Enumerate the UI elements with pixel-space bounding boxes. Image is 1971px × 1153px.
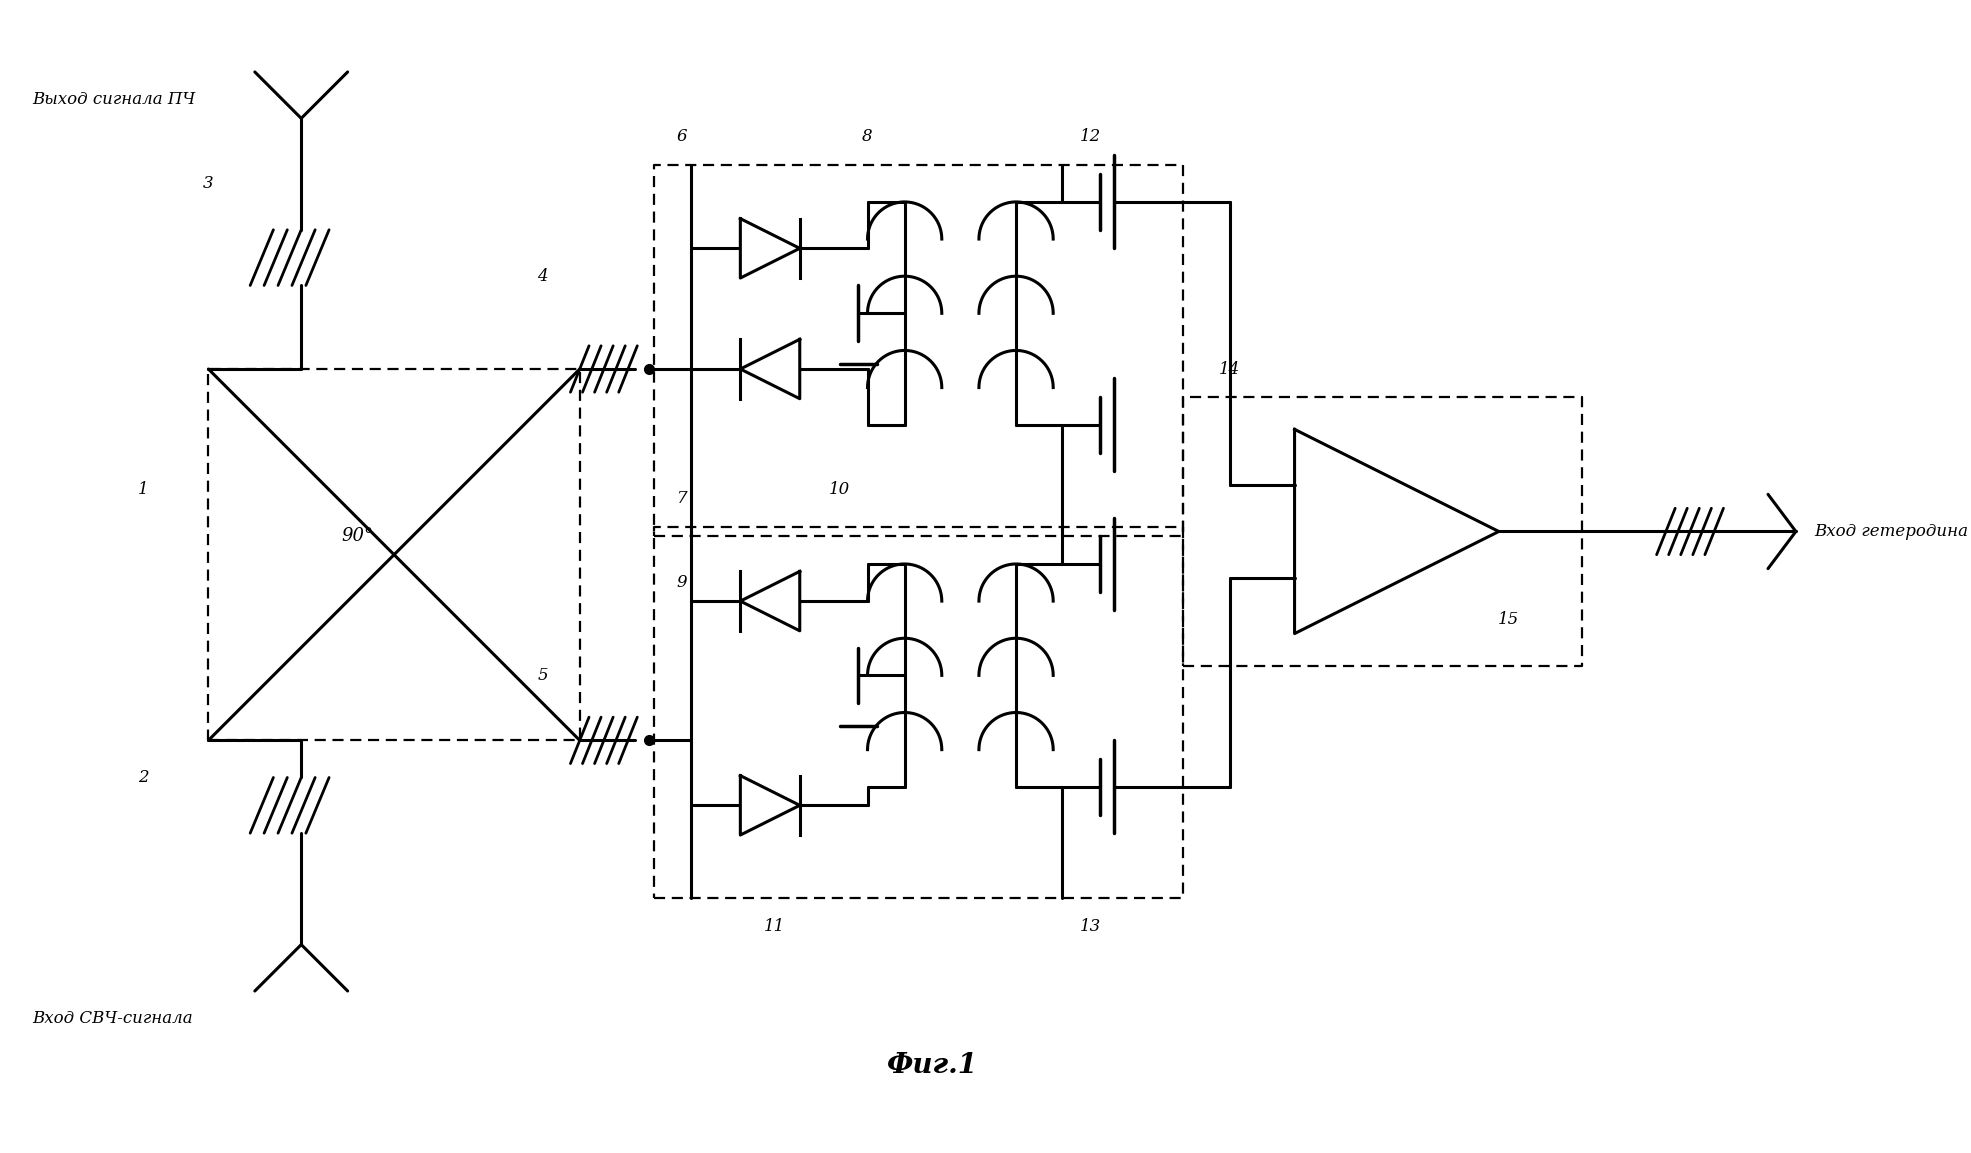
Text: 90°: 90° xyxy=(341,527,373,545)
Text: Фиг.1: Фиг.1 xyxy=(887,1052,978,1079)
Text: 3: 3 xyxy=(203,175,213,191)
Text: 9: 9 xyxy=(676,574,688,591)
Text: Выход сигнала ПЧ: Выход сигнала ПЧ xyxy=(32,91,195,108)
Text: Вход СВЧ-сигнала: Вход СВЧ-сигнала xyxy=(32,1010,193,1027)
Text: 11: 11 xyxy=(765,918,784,935)
Text: 12: 12 xyxy=(1080,128,1102,145)
Text: 15: 15 xyxy=(1498,611,1520,628)
Text: 2: 2 xyxy=(138,769,148,786)
Text: 8: 8 xyxy=(861,128,873,145)
Text: 1: 1 xyxy=(138,481,148,498)
Text: 7: 7 xyxy=(676,490,688,507)
Text: 6: 6 xyxy=(676,128,688,145)
Text: Вход гетеродина: Вход гетеродина xyxy=(1815,523,1969,540)
Text: 14: 14 xyxy=(1218,361,1240,377)
Text: 4: 4 xyxy=(538,267,548,285)
Text: 10: 10 xyxy=(830,481,850,498)
Text: 13: 13 xyxy=(1080,918,1102,935)
Text: 5: 5 xyxy=(538,666,548,684)
